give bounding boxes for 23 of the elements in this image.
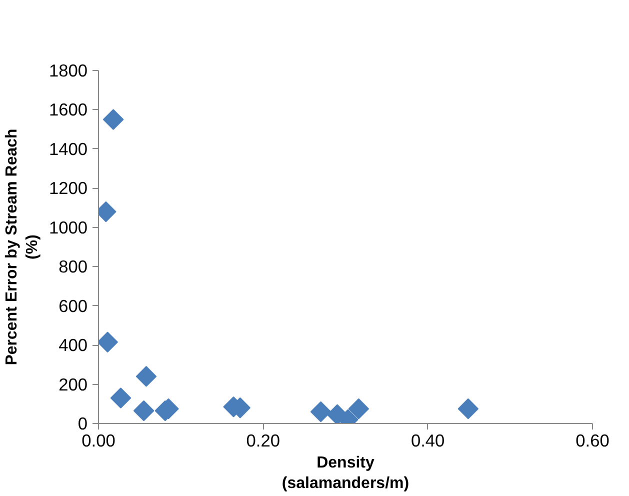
- point: [110, 388, 132, 408]
- y-tick-label: 1200: [48, 178, 88, 198]
- y-axis-title: Percent Error by Stream Reach (%): [4, 128, 41, 366]
- x-tick-label: 0.00: [82, 430, 116, 450]
- y-tick-label: 1800: [48, 60, 88, 80]
- y-tick-label: 800: [58, 256, 88, 277]
- point: [133, 400, 154, 422]
- y-tick-label: 600: [58, 296, 88, 316]
- x-tick-label: 0.20: [246, 430, 280, 450]
- x-tick-label: 0.40: [410, 430, 445, 450]
- y-tick-label: 200: [58, 374, 88, 394]
- y-tick-label: 400: [58, 335, 88, 356]
- y-tick-label: 1400: [48, 138, 88, 159]
- y-tick-label: 1600: [48, 100, 88, 120]
- y-tick-label: 0: [78, 414, 88, 434]
- point: [102, 109, 124, 130]
- y-tick-label: 1000: [48, 217, 88, 238]
- point: [136, 366, 157, 387]
- point: [458, 398, 479, 420]
- x-tick-label: 0.60: [576, 430, 610, 450]
- x-axis-title: Density (salamanders/m): [282, 454, 410, 492]
- point: [310, 401, 332, 422]
- point: [348, 398, 370, 420]
